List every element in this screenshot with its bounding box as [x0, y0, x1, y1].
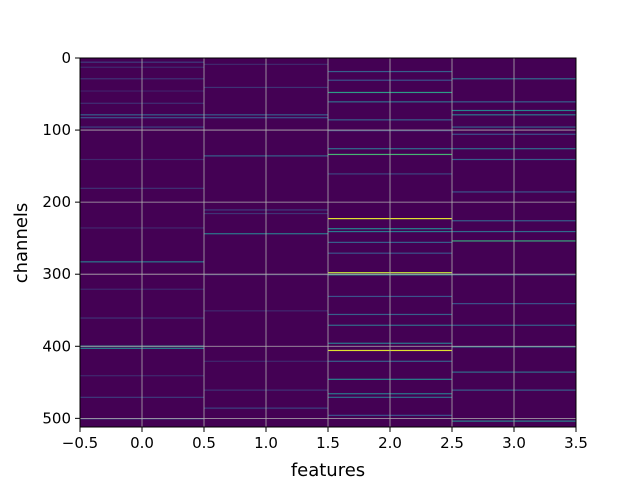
y-tick-label: 100 — [42, 121, 71, 139]
y-tick-label: 0 — [61, 49, 71, 67]
x-tick-label: 0.0 — [130, 434, 154, 452]
x-tick-label: 0.5 — [192, 434, 216, 452]
x-axis-ticks: −0.5 0.0 0.5 1.0 1.5 2.0 2.5 3.0 3.5 — [62, 427, 588, 452]
y-tick-label: 200 — [42, 193, 71, 211]
x-tick-label: −0.5 — [62, 434, 98, 452]
y-tick-label: 300 — [42, 265, 71, 283]
x-tick-label: 1.0 — [254, 434, 278, 452]
x-tick-label: 3.5 — [564, 434, 588, 452]
grid-lines — [80, 58, 576, 427]
y-axis-label: channels — [11, 203, 32, 284]
y-tick-label: 400 — [42, 337, 71, 355]
x-tick-label: 2.5 — [440, 434, 464, 452]
x-tick-label: 3.0 — [502, 434, 526, 452]
x-axis-label: features — [291, 460, 365, 480]
y-tick-label: 500 — [42, 409, 71, 427]
x-tick-label: 2.0 — [378, 434, 402, 452]
x-tick-label: 1.5 — [316, 434, 340, 452]
y-axis-ticks: 0 100 200 300 400 500 — [42, 49, 80, 427]
